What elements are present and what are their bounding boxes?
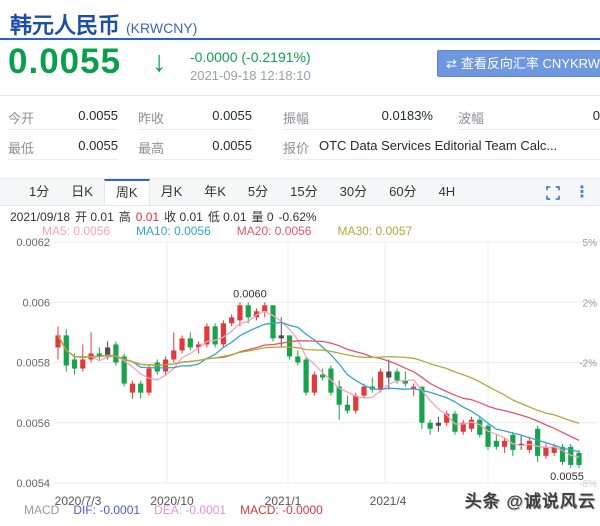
page-title: 韩元人民币	[10, 13, 121, 38]
down-arrow-icon: ↓	[152, 46, 167, 78]
kline-info-part: -0.62%	[278, 210, 317, 224]
kline-tabbar: 1分 日K 周K 月K 年K 5分 15分 30分 60分 4H ⋮	[0, 178, 600, 206]
quote-timestamp: 2021-09-18 12:18:10	[190, 68, 311, 83]
macd-legend: MACD DIF: -0.0001 DEA: -0.0001 MACD: -0.000…	[24, 503, 337, 517]
y-axis-label: 0.0058	[16, 358, 50, 370]
quote-cell-range: 波幅 0	[458, 103, 600, 130]
tabbar-icons: ⋮	[546, 179, 590, 207]
ma-line	[57, 310, 580, 458]
tab-日K[interactable]: 日K	[71, 184, 93, 199]
current-price: 0.0055	[8, 42, 122, 81]
x-axis-label: 2021/4	[370, 494, 407, 508]
pair-symbol: (KRWCNY)	[126, 20, 198, 36]
kline-info-part: 低 0.01	[207, 210, 247, 224]
ma-legend-item: MA30: 0.0057	[337, 224, 413, 238]
tab-1分[interactable]: 1分	[29, 184, 50, 199]
quote-label: 最高	[138, 141, 165, 156]
candles-group	[55, 302, 582, 468]
kline-info-part: 收 0.01	[164, 210, 203, 224]
tab-30分[interactable]: 30分	[339, 184, 368, 199]
quote-cell-low: 最低 0.0055	[8, 133, 118, 160]
ma-legend: MA5: 0.0056 MA10: 0.0056 MA20: 0.0056 MA30:…	[42, 224, 438, 238]
ma-legend-item: MA5: 0.0056	[42, 224, 111, 238]
quote-label: 昨收	[138, 111, 165, 126]
kline-info-part: 开 0.01	[75, 210, 114, 224]
quote-value: 0.0055	[212, 138, 252, 153]
macd-legend-item: MACD: -0.0000	[240, 503, 323, 517]
price-annotation: 0.0060	[233, 288, 267, 300]
quote-label: 波幅	[458, 111, 485, 126]
quote-label: 振幅	[283, 111, 310, 126]
ma-line	[57, 321, 580, 453]
watermark: 头条 @诚说风云	[464, 492, 596, 511]
quote-cell-source: 报价 OTC Data Services Editorial Team Calc…	[283, 133, 600, 160]
ma-legend-item: MA20: 0.0056	[236, 224, 312, 238]
tab-15分[interactable]: 15分	[290, 184, 318, 199]
tab-5分[interactable]: 5分	[247, 184, 269, 199]
y-axis-label: 0.0062	[16, 237, 50, 249]
fullscreen-icon[interactable]	[546, 186, 560, 200]
header-divider	[0, 38, 600, 40]
quote-value: 0	[592, 108, 600, 123]
swap-icon: ⇄	[446, 56, 457, 71]
reverse-rate-button[interactable]: ⇄ 查看反向汇率 CNYKRW	[437, 50, 600, 77]
tabs: 1分 日K 周K 月K 年K 5分 15分 30分 60分 4H	[18, 179, 466, 205]
ma-lines	[57, 310, 580, 458]
quote-label: 今开	[8, 111, 35, 126]
kline-info-part: 0.01	[135, 210, 160, 224]
kline-info-part: 量 0	[251, 210, 274, 224]
ma-line	[57, 335, 580, 441]
quote-value: 0.0055	[212, 108, 252, 123]
tab-月K[interactable]: 月K	[160, 184, 183, 199]
tab-年K[interactable]: 年K	[204, 184, 226, 199]
pct-axis-label: 2%	[583, 298, 598, 309]
macd-legend-item: DEA: -0.0001	[154, 503, 227, 517]
ma-line	[57, 335, 580, 424]
quote-value: 0.0055	[78, 138, 118, 153]
macd-legend-item: DIF: -0.0001	[73, 503, 141, 517]
y-axis-label: 0.006	[22, 297, 50, 309]
macd-legend-item: MACD	[24, 503, 60, 517]
kline-info-part: 高	[118, 210, 131, 224]
quote-cell-amplitude: 振幅 0.0183%	[283, 103, 433, 130]
kline-info-part: 2021/09/18	[10, 210, 71, 224]
quote-value: OTC Data Services Editorial Team Calc...	[319, 138, 558, 153]
quote-value: 0.0055	[78, 108, 118, 123]
pct-axis-label: 5%	[583, 238, 598, 249]
kline-info: 2021/09/18 开 0.01 高 0.01 收 0.01 低 0.01 量 0 -0.6…	[10, 208, 322, 225]
quote-cell-open: 今开 0.0055	[8, 103, 118, 130]
y-axis-label: 0.0056	[16, 418, 50, 430]
kebab-menu-icon[interactable]: ⋮	[574, 184, 590, 201]
header: 韩元人民币 (KRWCNY) 0.0055 ↓ -0.0000 (-0.2191%…	[0, 0, 600, 95]
quote-cell-prev-close: 昨收 0.0055	[138, 103, 252, 130]
price-annotation: 0.0055	[550, 471, 584, 483]
tab-周K[interactable]: 周K	[103, 179, 150, 205]
reverse-rate-label: 查看反向汇率 CNYKRW	[460, 56, 600, 71]
ma-legend-item: MA10: 0.0056	[136, 224, 211, 238]
quote-value: 0.0183%	[381, 108, 433, 123]
quote-label: 最低	[8, 141, 35, 156]
y-axis-label: 0.0054	[16, 478, 50, 490]
quote-label: 报价	[283, 141, 310, 156]
pct-axis-label: -2%	[579, 359, 597, 370]
price-change: -0.0000 (-0.2191%)	[190, 49, 311, 65]
chart-gridlines	[54, 241, 597, 484]
quote-grid: 今开 0.0055 昨收 0.0055 振幅 0.0183% 波幅 0 最低 0…	[0, 95, 600, 173]
tab-60分[interactable]: 60分	[389, 184, 417, 199]
quote-cell-high: 最高 0.0055	[138, 133, 252, 160]
tab-4H[interactable]: 4H	[438, 184, 456, 199]
title-row: 韩元人民币 (KRWCNY)	[10, 8, 197, 40]
